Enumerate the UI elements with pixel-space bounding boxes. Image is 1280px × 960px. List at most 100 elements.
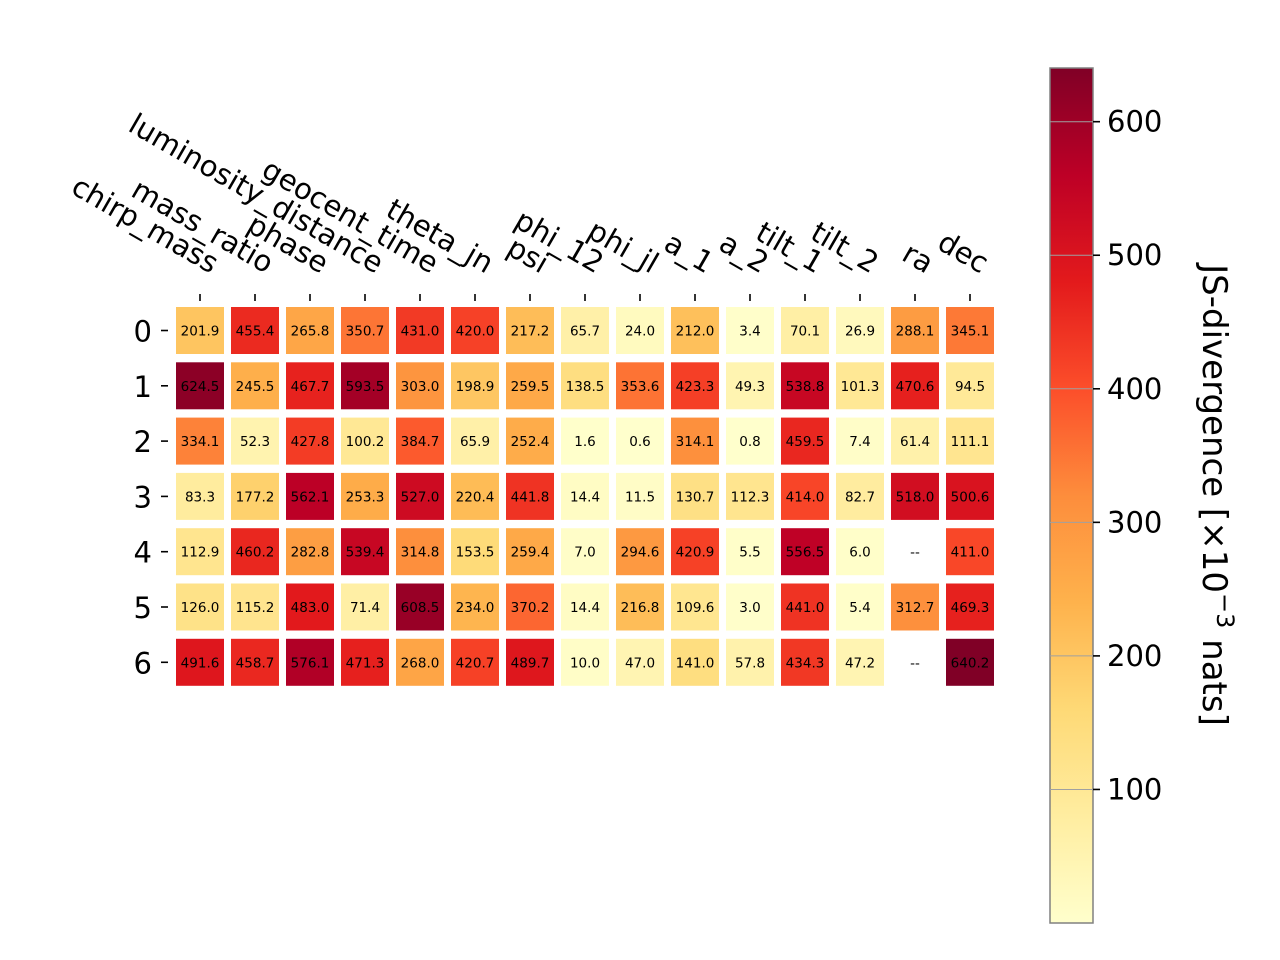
heatmap-cell: [616, 528, 664, 576]
heatmap-cell: [836, 528, 884, 576]
cell-value-label: 138.5: [566, 379, 605, 395]
cell-value-label: 24.0: [625, 324, 655, 340]
cell-value-label: 538.8: [786, 379, 825, 395]
cell-value-label: 14.4: [570, 489, 600, 505]
heatmap-cell: [781, 638, 829, 686]
heatmap-cell: [726, 583, 774, 631]
cell-value-label: 345.1: [951, 324, 990, 340]
heatmap-cell: [176, 528, 224, 576]
cell-value-label: 141.0: [676, 655, 715, 671]
cell-value-label: 500.6: [951, 489, 990, 505]
heatmap-cell: [231, 362, 279, 410]
heatmap-cell: [891, 583, 939, 631]
cell-value-label: 126.0: [181, 600, 220, 616]
heatmap-cell: [451, 472, 499, 520]
cell-value-label: 314.1: [676, 434, 715, 450]
heatmap-cell: [176, 583, 224, 631]
heatmap-cell: [506, 528, 554, 576]
cell-value-label: 130.7: [676, 489, 715, 505]
colorbar-tick-label: 400: [1107, 372, 1162, 406]
cell-value-label: 411.0: [951, 545, 990, 561]
heatmap-cell: [781, 307, 829, 354]
heatmap-cell: [506, 362, 554, 410]
cell-value-label: 458.7: [236, 655, 275, 671]
heatmap-cell: [396, 472, 444, 520]
heatmap-cell: [561, 583, 609, 631]
x-tick-label: dec: [932, 225, 994, 281]
heatmap-cell: [946, 307, 994, 354]
heatmap-cell: [176, 472, 224, 520]
heatmap-cell: [176, 417, 224, 465]
x-tick-label: ra: [897, 236, 940, 280]
heatmap-cell: [781, 417, 829, 465]
cell-value-label: 434.3: [786, 655, 825, 671]
cell-value-label: 576.1: [291, 655, 330, 671]
cell-value-label: 177.2: [236, 489, 275, 505]
heatmap-cell: [451, 583, 499, 631]
heatmap-cell: [781, 528, 829, 576]
heatmap-cell: [616, 417, 664, 465]
cell-value-label: 420.7: [456, 655, 495, 671]
heatmap-cell: [616, 362, 664, 410]
cell-value-label: 6.0: [849, 545, 870, 561]
cell-value-label: 47.0: [625, 655, 655, 671]
cell-value-label: 0.8: [739, 434, 760, 450]
cell-value-label: 115.2: [236, 600, 275, 616]
cell-value-label: 14.4: [570, 600, 600, 616]
heatmap-cell: [561, 472, 609, 520]
cell-value-label: 94.5: [955, 379, 985, 395]
heatmap-cell: [616, 583, 664, 631]
cell-value-label: 483.0: [291, 600, 330, 616]
heatmap-cell: [286, 362, 334, 410]
heatmap-cell: [726, 417, 774, 465]
cell-value-label: 3.0: [739, 600, 760, 616]
x-tick-label: a_1: [659, 225, 720, 280]
heatmap-cells: 201.9 455.4 265.8 350.7 431.0 420.0 217.2 65.7 2…: [176, 307, 994, 686]
cell-value-label: 7.0: [574, 545, 595, 561]
cell-value-label: 441.8: [511, 489, 550, 505]
colorbar-tick-label: 200: [1107, 639, 1162, 673]
y-tick-label: 2: [134, 425, 152, 459]
heatmap-cell: [946, 417, 994, 465]
cell-value-label: 384.7: [401, 434, 440, 450]
cell-value-label: 539.4: [346, 545, 385, 561]
cell-value-label: 353.6: [621, 379, 660, 395]
cell-value-label: 518.0: [896, 489, 935, 505]
heatmap-cell: [396, 307, 444, 354]
cell-value-label: 420.9: [676, 545, 715, 561]
colorbar-tick-label: 600: [1107, 105, 1162, 139]
cell-value-label: 112.3: [731, 489, 770, 505]
cell-value-label: --: [910, 545, 920, 561]
cell-value-label: 471.3: [346, 655, 385, 671]
cell-value-label: 253.3: [346, 489, 385, 505]
cell-value-label: 459.5: [786, 434, 825, 450]
heatmap-cell: [451, 638, 499, 686]
heatmap-cell: [176, 307, 224, 354]
cell-value-label: 640.2: [951, 655, 990, 671]
cell-value-label: 1.6: [574, 434, 595, 450]
heatmap-cell: [836, 307, 884, 354]
heatmap-cell: [231, 417, 279, 465]
cell-value-label: 593.5: [346, 379, 385, 395]
cell-value-label: 57.8: [735, 655, 765, 671]
cell-value-label: 26.9: [845, 324, 875, 340]
cell-value-label: 11.5: [625, 489, 655, 505]
cell-value-label: 414.0: [786, 489, 825, 505]
heatmap-cell: [506, 417, 554, 465]
heatmap-cell: [396, 638, 444, 686]
colorbar-tick-label: 100: [1107, 772, 1162, 806]
cell-value-label: 212.0: [676, 324, 715, 340]
heatmap-cell: [671, 417, 719, 465]
heatmap-cell: [781, 362, 829, 410]
cell-value-label: 259.5: [511, 379, 550, 395]
heatmap-cell: [891, 307, 939, 354]
heatmap-cell: [726, 472, 774, 520]
y-tick-label: 0: [134, 315, 152, 349]
heatmap-cell: [286, 638, 334, 686]
heatmap-cell: [616, 307, 664, 354]
heatmap-cell: [451, 417, 499, 465]
heatmap-cell: [836, 638, 884, 686]
heatmap-cell: [726, 362, 774, 410]
heatmap-cell: [341, 528, 389, 576]
